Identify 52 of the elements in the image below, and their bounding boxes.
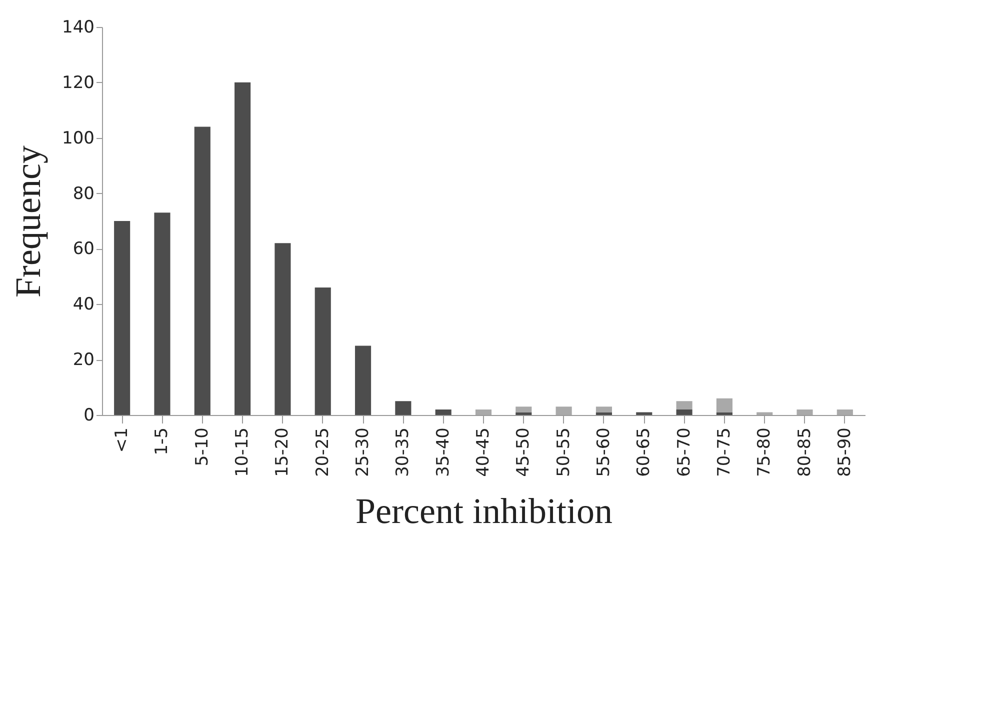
bar — [435, 409, 452, 415]
bar — [716, 398, 732, 412]
x-tick-label: 80-85 — [794, 428, 815, 477]
bar — [796, 409, 813, 415]
bar — [314, 288, 331, 415]
x-tick-label: 55-60 — [594, 428, 614, 477]
bar — [716, 412, 732, 415]
x-tick-label: 60-65 — [634, 428, 654, 477]
x-tick-label: 85-90 — [834, 428, 855, 477]
x-tick-label: 70-75 — [714, 428, 734, 477]
y-tick-label: 80 — [72, 184, 94, 204]
x-tick-label: 5-10 — [192, 428, 212, 466]
x-tick-label: 30-35 — [393, 428, 414, 477]
x-axis-title: Percent inhibition — [356, 490, 612, 531]
x-tick-label: 50-55 — [554, 428, 574, 477]
x-tick-label: 45-50 — [514, 428, 534, 477]
x-tick-label: <1 — [112, 428, 132, 453]
bar — [194, 126, 210, 415]
y-tick-label: 120 — [62, 72, 94, 93]
x-tick-label: 10-15 — [232, 428, 253, 477]
x-tick-label: 35-40 — [433, 428, 454, 477]
bar — [114, 221, 130, 415]
x-tick-label: 75-80 — [754, 428, 775, 477]
bar — [516, 412, 532, 415]
bar — [154, 212, 170, 415]
bar — [756, 412, 773, 415]
bar — [676, 409, 692, 415]
bar — [234, 82, 251, 415]
y-tick-label: 0 — [84, 406, 94, 426]
y-tick-label: 100 — [62, 128, 94, 148]
x-tick-label: 20-25 — [312, 428, 333, 477]
bar — [636, 412, 652, 415]
x-tick-label: 25-30 — [353, 428, 374, 477]
bar — [676, 401, 692, 410]
x-tick-label: 1-5 — [152, 428, 172, 456]
bar — [516, 406, 532, 412]
bar — [596, 412, 612, 415]
y-tick-label: 140 — [62, 18, 94, 38]
x-tick-label: 65-70 — [674, 428, 694, 477]
bar — [836, 409, 853, 415]
bar — [354, 346, 372, 415]
y-tick-label: 40 — [72, 294, 94, 315]
y-tick-label: 60 — [72, 239, 94, 260]
bar — [274, 243, 291, 415]
bar — [395, 401, 412, 415]
y-tick-label: 20 — [72, 350, 94, 370]
x-tick-label: 40-45 — [474, 428, 494, 477]
bar — [596, 406, 612, 412]
bar — [556, 406, 572, 415]
bar — [475, 409, 492, 415]
y-axis-title: Frequency — [8, 146, 48, 298]
x-tick-label: 15-20 — [272, 428, 293, 477]
